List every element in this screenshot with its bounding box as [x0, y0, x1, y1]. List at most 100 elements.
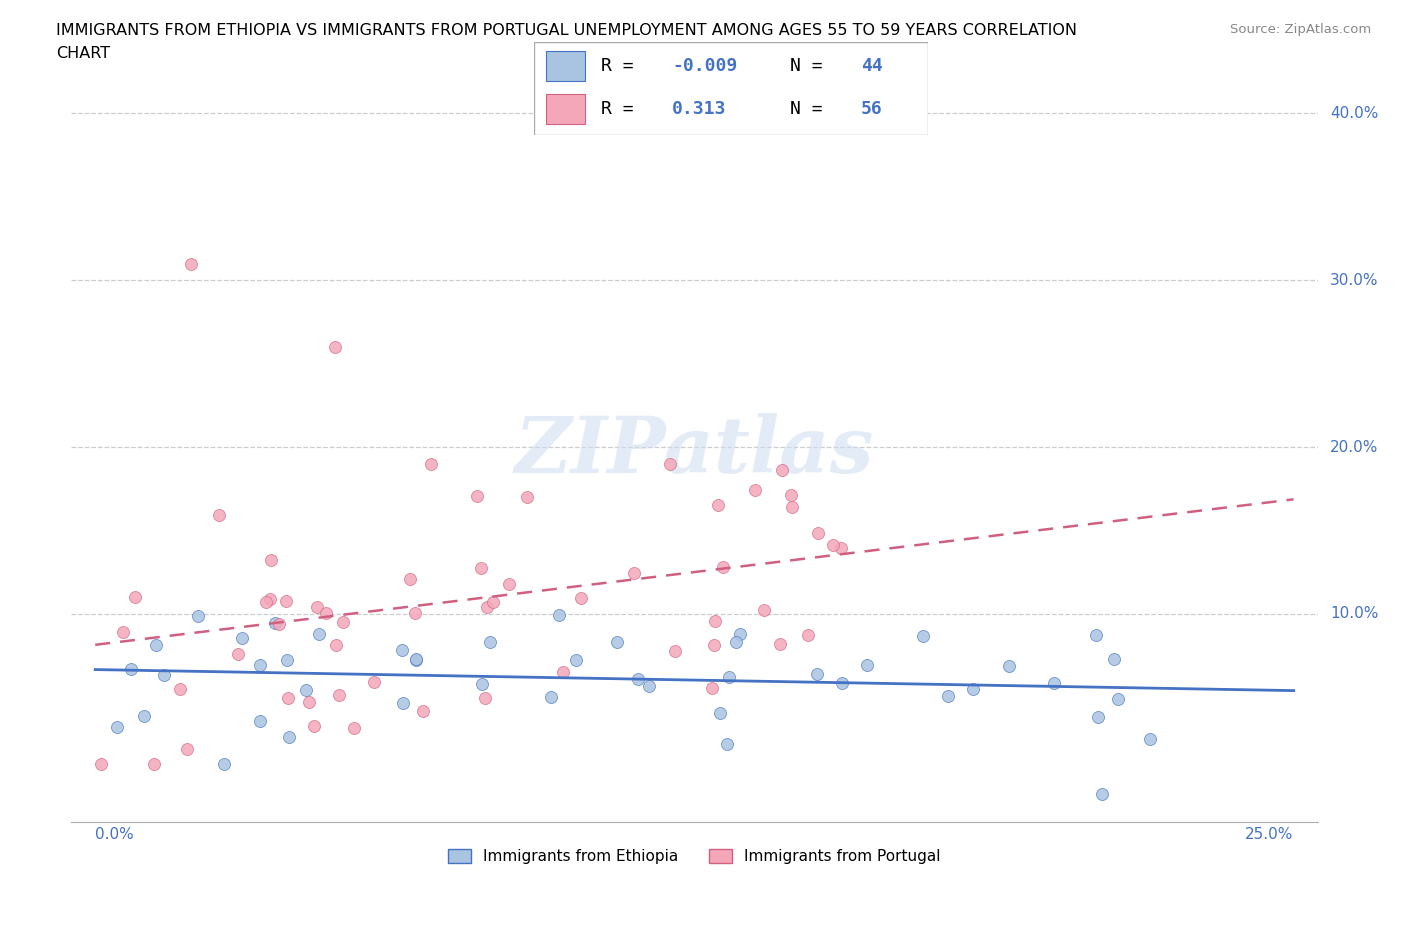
Point — [1087, 710, 1109, 724]
Point — [797, 628, 820, 643]
Point — [540, 690, 562, 705]
Point — [936, 688, 959, 703]
Point — [298, 695, 321, 710]
Point — [623, 565, 645, 580]
Point — [392, 696, 415, 711]
Point — [465, 489, 488, 504]
Point — [249, 713, 271, 728]
Point — [294, 683, 316, 698]
Point — [482, 594, 505, 609]
Point — [711, 560, 734, 575]
Point — [856, 658, 879, 672]
Point — [626, 671, 648, 686]
Point — [325, 638, 347, 653]
Point — [412, 704, 434, 719]
Point — [780, 499, 803, 514]
Point — [806, 666, 828, 681]
Point — [704, 614, 727, 629]
Point — [302, 719, 325, 734]
Point — [831, 676, 853, 691]
Point — [105, 719, 128, 734]
Point — [724, 635, 747, 650]
Point — [769, 637, 792, 652]
Legend: Immigrants from Ethiopia, Immigrants from Portugal: Immigrants from Ethiopia, Immigrants fro… — [441, 844, 946, 870]
Text: R =: R = — [602, 100, 645, 118]
Text: 0.0%: 0.0% — [96, 828, 134, 843]
Point — [332, 615, 354, 630]
Point — [391, 643, 413, 658]
Point — [548, 607, 571, 622]
Point — [143, 757, 166, 772]
Text: -0.009: -0.009 — [672, 57, 737, 75]
Point — [912, 629, 935, 644]
Point — [470, 560, 492, 575]
Point — [474, 690, 496, 705]
Point — [780, 488, 803, 503]
Point — [315, 605, 337, 620]
Point — [569, 591, 592, 605]
Point — [264, 615, 287, 630]
Point — [308, 626, 330, 641]
Point — [709, 706, 731, 721]
Point — [307, 599, 329, 614]
Point — [752, 602, 775, 617]
Point — [730, 627, 752, 642]
Point — [716, 737, 738, 751]
Point — [180, 256, 202, 271]
Point — [134, 709, 156, 724]
Point — [277, 729, 299, 744]
Point — [1107, 691, 1129, 706]
Text: 0.313: 0.313 — [672, 100, 727, 118]
Point — [772, 462, 794, 477]
Point — [516, 490, 538, 505]
Point — [145, 638, 167, 653]
Point — [1139, 732, 1161, 747]
FancyBboxPatch shape — [546, 94, 585, 124]
Point — [637, 679, 659, 694]
Point — [606, 634, 628, 649]
Point — [399, 571, 422, 586]
Point — [121, 661, 143, 676]
Point — [1084, 628, 1107, 643]
Text: 44: 44 — [860, 57, 883, 75]
Point — [208, 508, 231, 523]
Point — [830, 541, 852, 556]
Point — [323, 339, 346, 354]
Text: IMMIGRANTS FROM ETHIOPIA VS IMMIGRANTS FROM PORTUGAL UNEMPLOYMENT AMONG AGES 55 : IMMIGRANTS FROM ETHIOPIA VS IMMIGRANTS F… — [56, 23, 1077, 38]
Point — [551, 665, 574, 680]
Text: 56: 56 — [860, 100, 883, 118]
Text: 30.0%: 30.0% — [1330, 272, 1378, 287]
Point — [404, 605, 426, 620]
Text: 10.0%: 10.0% — [1330, 606, 1378, 621]
Point — [259, 591, 281, 606]
Point — [703, 638, 725, 653]
Text: 40.0%: 40.0% — [1330, 106, 1378, 121]
Point — [405, 652, 427, 667]
Text: R =: R = — [602, 57, 645, 75]
Point — [176, 741, 198, 756]
Point — [169, 682, 191, 697]
Point — [405, 653, 427, 668]
Point — [700, 680, 723, 695]
Point — [276, 593, 298, 608]
Point — [718, 669, 741, 684]
Text: 25.0%: 25.0% — [1246, 828, 1294, 843]
Point — [249, 658, 271, 672]
Point — [498, 577, 520, 591]
Point — [328, 687, 350, 702]
Text: N =: N = — [790, 100, 834, 118]
Point — [807, 525, 830, 540]
Text: CHART: CHART — [56, 46, 110, 61]
Point — [363, 675, 385, 690]
Point — [1043, 676, 1066, 691]
Text: Source: ZipAtlas.com: Source: ZipAtlas.com — [1230, 23, 1371, 36]
Point — [744, 483, 766, 498]
Point — [260, 552, 283, 567]
Text: 20.0%: 20.0% — [1330, 440, 1378, 455]
Point — [343, 721, 366, 736]
Point — [267, 617, 290, 631]
Point — [187, 608, 209, 623]
Point — [1091, 787, 1114, 802]
Point — [1102, 652, 1125, 667]
Point — [212, 757, 235, 772]
